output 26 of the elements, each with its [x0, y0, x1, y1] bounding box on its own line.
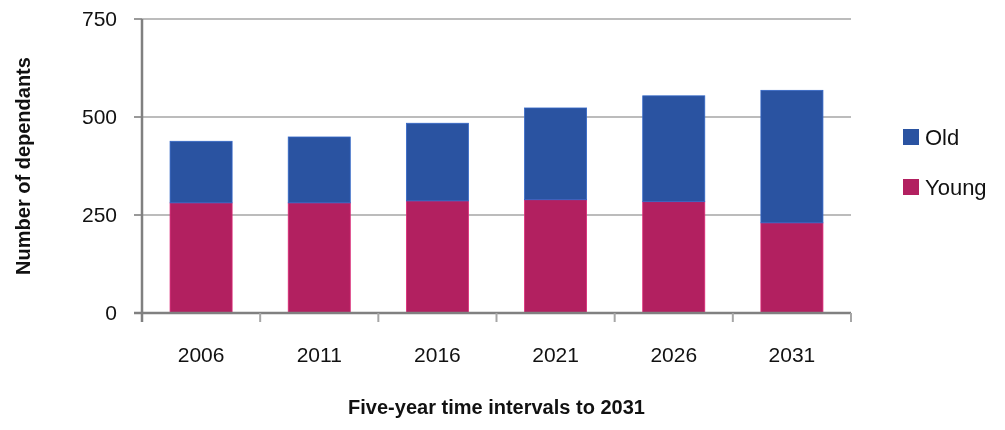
bar — [287, 136, 351, 204]
y-tick-label: 0 — [105, 301, 117, 325]
y-tick-label: 750 — [81, 7, 117, 31]
x-axis-title: Five-year time intervals to 2031 — [348, 396, 645, 418]
x-tick-label: 2021 — [532, 343, 579, 367]
y-axis-title: Number of dependants — [12, 57, 34, 275]
x-tick-label: 2011 — [296, 343, 342, 367]
x-tick-label: 2026 — [650, 343, 698, 367]
y-tick-label: 500 — [81, 105, 117, 129]
bar — [524, 199, 587, 314]
bar — [524, 107, 587, 201]
y-tick-label: 250 — [81, 203, 117, 227]
bar — [406, 122, 469, 202]
x-tick-label: 2006 — [177, 343, 225, 367]
legend-label: Old — [925, 124, 960, 150]
bar — [287, 202, 351, 314]
bar — [169, 140, 233, 204]
bar — [406, 200, 469, 314]
bar — [169, 202, 233, 314]
bar — [760, 222, 824, 314]
bar — [642, 95, 706, 203]
bar — [760, 89, 824, 224]
x-tick-label: 2031 — [768, 343, 816, 367]
legend-label: Young — [925, 174, 987, 200]
x-tick-label: 2016 — [414, 343, 461, 367]
bar — [642, 201, 706, 314]
